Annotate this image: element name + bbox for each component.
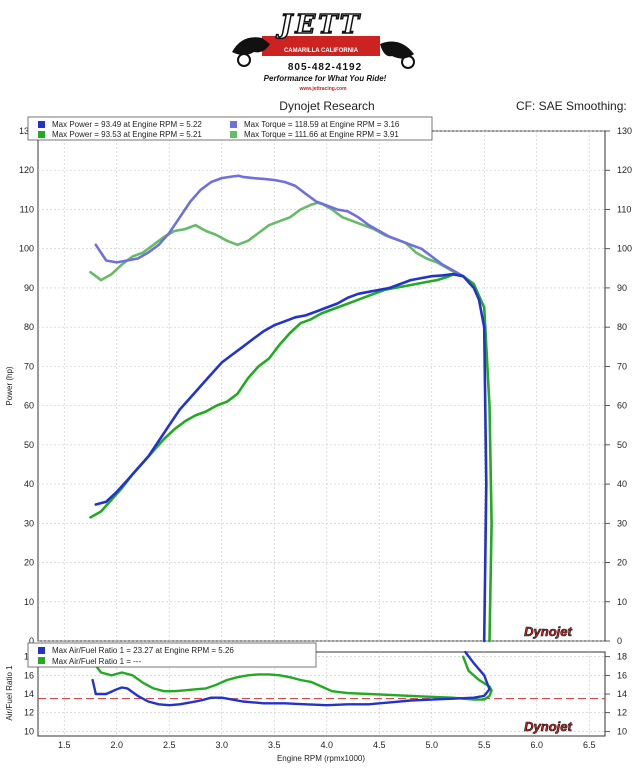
afr-y-ticks-right: 10 12 14 16 18 [605, 652, 627, 736]
logo-banner [262, 36, 380, 56]
afr-line-run2 [91, 655, 493, 701]
power-y-tick-left: 20 [24, 558, 34, 568]
afr-y-tick-left: 10 [24, 726, 34, 736]
x-tick-label: 2.0 [110, 740, 123, 750]
dynojet-mark-afr: Dynojet [524, 719, 572, 734]
afr-line-run1 [91, 650, 491, 707]
dynojet-mark-main: Dynojet [524, 624, 572, 639]
power-y-tick-right: 60 [617, 401, 627, 411]
chart-header-cf: CF: SAE Smoothing: [516, 99, 627, 113]
power-y-tick-left: 70 [24, 361, 34, 371]
legend-swatch-run2-power [38, 131, 45, 138]
power-line-run2 [89, 272, 493, 643]
legend-swatch-run2-torque [230, 131, 237, 138]
x-tick-label: 3.0 [215, 740, 228, 750]
right-motorcycle-icon [380, 41, 414, 59]
x-axis-ticks: 1.5 2.0 2.5 3.0 3.5 4.0 4.5 5.0 5.5 6.0 6.5 [58, 740, 596, 750]
left-wheel-icon [237, 53, 251, 67]
legend-run2-power: Max Power = 93.53 at Engine RPM = 5.21 [52, 130, 202, 139]
x-tick-label: 3.5 [268, 740, 281, 750]
power-y-tick-right: 50 [617, 440, 627, 450]
afr-y-tick-right: 10 [617, 726, 627, 736]
power-y-tick-left: 0 [29, 636, 34, 646]
afr-y-tick-right: 18 [617, 652, 627, 662]
power-y-tick-right: 10 [617, 597, 627, 607]
legend-swatch-afr-run1 [38, 647, 45, 654]
power-grid [38, 130, 605, 642]
afr-y-tick-left: 14 [24, 689, 34, 699]
legend-swatch-afr-run2 [38, 657, 45, 664]
power-y-tick-left: 10 [24, 597, 34, 607]
logo-website: www.jettracing.com [298, 86, 347, 92]
afr-legend: Max Air/Fuel Ratio 1 = 23.27 at Engine R… [27, 642, 317, 668]
afr-y-axis-label: Air/Fuel Ratio 1 [5, 665, 14, 721]
power-legend: Max Power = 93.49 at Engine RPM = 5.22 M… [27, 116, 433, 141]
power-y-tick-left: 60 [24, 401, 34, 411]
logo-location: CAMARILLA CALIFORNIA [284, 48, 359, 54]
power-y-tick-right: 70 [617, 361, 627, 371]
afr-series [91, 650, 493, 707]
x-tick-label: 1.5 [58, 740, 71, 750]
legend-swatch-run1-torque [230, 121, 237, 128]
logo-phone: 805-482-4192 [288, 62, 362, 73]
logo-name: JETT [275, 10, 362, 40]
afr-y-tick-right: 12 [617, 708, 627, 718]
afr-y-tick-left: 12 [24, 708, 34, 718]
jett-logo: JETT CAMARILLA CALIFORNIA 805-482-4192 P… [232, 9, 415, 92]
afr-y-tick-left: 16 [24, 670, 34, 680]
power-y-tick-left: 40 [24, 479, 34, 489]
power-y-tick-left: 90 [24, 283, 34, 293]
power-torque-series [89, 174, 493, 643]
x-tick-label: 5.5 [478, 740, 491, 750]
power-y-tick-left: 30 [24, 518, 34, 528]
power-y-tick-right: 20 [617, 558, 627, 568]
legend-run2-torque: Max Torque = 111.66 at Engine RPM = 3.91 [244, 130, 399, 139]
x-tick-label: 6.5 [583, 740, 596, 750]
power-y-tick-left: 110 [20, 204, 34, 214]
power-y-tick-right: 110 [617, 204, 631, 214]
power-y-tick-left: 100 [19, 244, 34, 254]
power-y-tick-left: 50 [24, 440, 34, 450]
x-tick-label: 6.0 [530, 740, 543, 750]
torque-line-run1 [94, 174, 465, 278]
power-y-tick-right: 90 [617, 283, 627, 293]
power-y-ticks-right: 0 10 20 30 40 50 60 70 80 90 100 110 120 130 [605, 126, 632, 646]
legend-run1-power: Max Power = 93.49 at Engine RPM = 5.22 [52, 120, 202, 129]
power-y-tick-left: 80 [24, 322, 34, 332]
x-axis-label: Engine RPM (rpmx1000) [277, 754, 365, 763]
legend-swatch-run1-power [38, 121, 45, 128]
power-y-axis-label: Power (hp) [5, 366, 14, 405]
chart-header-title: Dynojet Research [279, 99, 374, 113]
x-tick-label: 5.0 [425, 740, 438, 750]
power-line-run1 [94, 272, 488, 643]
power-y-tick-right: 0 [617, 636, 622, 646]
legend-afr-run2: Max Air/Fuel Ratio 1 = --- [52, 657, 141, 666]
afr-y-tick-right: 16 [617, 670, 627, 680]
power-legend-box [27, 116, 433, 141]
power-y-tick-right: 80 [617, 322, 627, 332]
right-wheel-icon [401, 55, 415, 69]
logo-slogan: Performance for What You Ride! [264, 74, 387, 83]
afr-legend-box [27, 642, 317, 668]
legend-afr-run1: Max Air/Fuel Ratio 1 = 23.27 at Engine R… [52, 646, 234, 655]
power-y-tick-right: 30 [617, 518, 627, 528]
afr-y-tick-right: 14 [617, 689, 627, 699]
power-y-tick-right: 40 [617, 479, 627, 489]
x-tick-label: 4.5 [373, 740, 386, 750]
power-y-ticks-left: 0 10 20 30 40 50 60 70 80 90 100 110 120 130 [19, 126, 34, 646]
x-tick-label: 4.0 [320, 740, 333, 750]
legend-run1-torque: Max Torque = 118.59 at Engine RPM = 3.16 [244, 120, 400, 129]
power-y-tick-left: 120 [19, 165, 34, 175]
power-y-tick-right: 130 [617, 126, 632, 136]
power-plot-area [37, 130, 606, 642]
left-motorcycle-icon [232, 37, 270, 55]
power-y-tick-right: 120 [617, 165, 632, 175]
power-y-tick-left: 130 [19, 126, 34, 136]
x-tick-label: 2.5 [163, 740, 176, 750]
power-y-tick-right: 100 [617, 244, 632, 254]
